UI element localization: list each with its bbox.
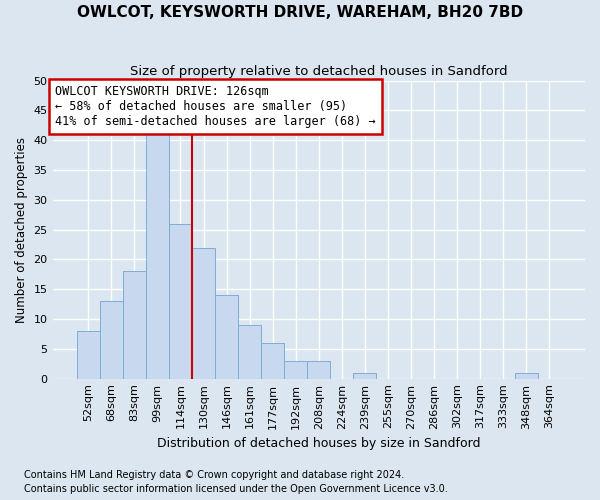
Title: Size of property relative to detached houses in Sandford: Size of property relative to detached ho… <box>130 65 508 78</box>
Bar <box>146 134 169 378</box>
Bar <box>123 272 146 378</box>
Bar <box>77 331 100 378</box>
Bar <box>353 372 376 378</box>
Bar <box>515 372 538 378</box>
Y-axis label: Number of detached properties: Number of detached properties <box>15 136 28 322</box>
X-axis label: Distribution of detached houses by size in Sandford: Distribution of detached houses by size … <box>157 437 481 450</box>
Bar <box>238 325 261 378</box>
Bar <box>284 361 307 378</box>
Bar <box>215 295 238 378</box>
Text: OWLCOT, KEYSWORTH DRIVE, WAREHAM, BH20 7BD: OWLCOT, KEYSWORTH DRIVE, WAREHAM, BH20 7… <box>77 5 523 20</box>
Bar <box>100 301 123 378</box>
Text: OWLCOT KEYSWORTH DRIVE: 126sqm
← 58% of detached houses are smaller (95)
41% of : OWLCOT KEYSWORTH DRIVE: 126sqm ← 58% of … <box>55 85 376 128</box>
Bar <box>261 343 284 378</box>
Bar <box>192 248 215 378</box>
Text: Contains public sector information licensed under the Open Government Licence v3: Contains public sector information licen… <box>24 484 448 494</box>
Bar <box>169 224 192 378</box>
Bar <box>307 361 330 378</box>
Text: Contains HM Land Registry data © Crown copyright and database right 2024.: Contains HM Land Registry data © Crown c… <box>24 470 404 480</box>
